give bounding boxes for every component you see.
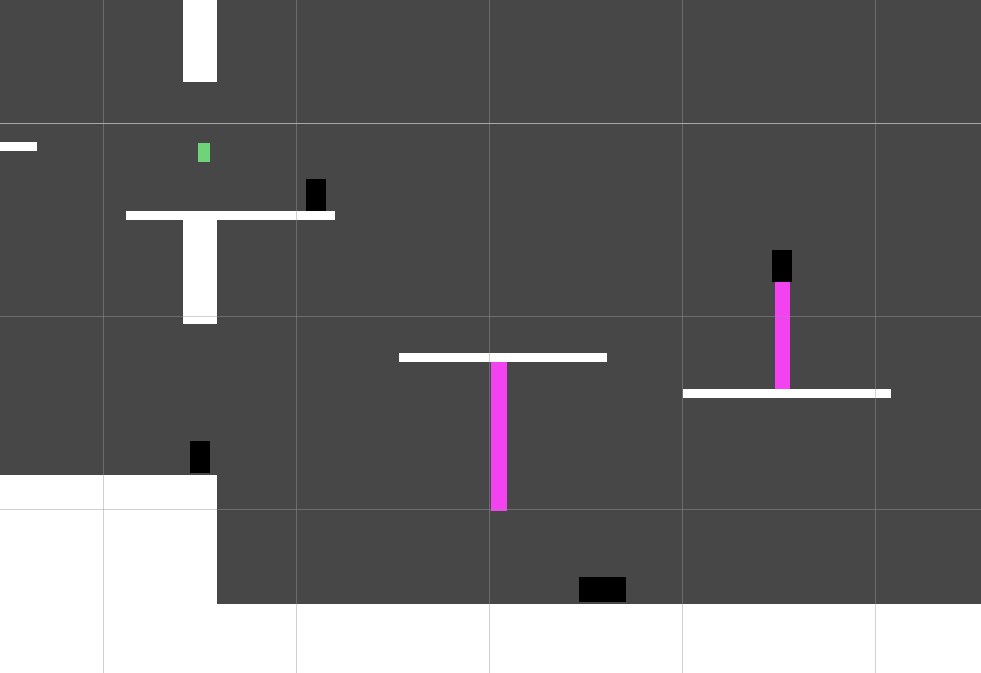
ground-floor-bottom [217,604,981,673]
pillar-under-platform [183,220,217,324]
enemy-block-ledge[interactable] [190,441,210,473]
ceiling-pillar [183,0,217,82]
player[interactable] [198,143,210,162]
laser-beam-right [775,282,790,389]
laser-beam-center [491,362,507,511]
platform-upper-left [126,211,335,220]
small-ledge-left [0,142,37,151]
enemy-turret-right[interactable] [772,250,792,282]
enemy-block-upper[interactable] [306,179,326,211]
enemy-block-floor[interactable] [579,577,626,602]
platform-center [399,353,607,362]
ground-ledge-left [0,475,217,673]
platform-right [683,389,891,398]
